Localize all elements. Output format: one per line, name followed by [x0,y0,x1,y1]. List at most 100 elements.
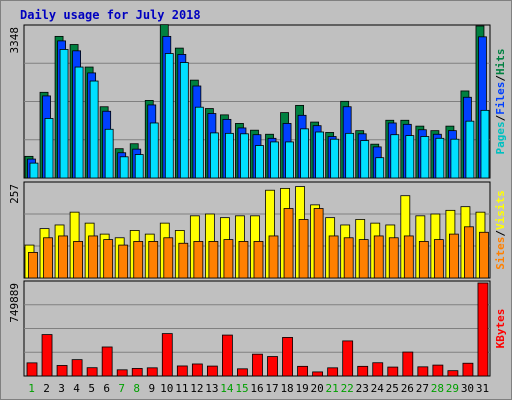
bar-pages-15 [240,133,249,179]
legend-entry: Files [494,82,507,115]
bar-kbytes-5 [86,367,98,377]
bar-pages-5 [89,80,99,179]
x-tick-label: 29 [446,382,459,395]
bar-kbytes-7 [116,369,128,377]
bar-kbytes-6 [101,346,113,377]
y-max-label: 749889 [8,283,21,323]
x-tick-label: 6 [103,382,110,395]
x-tick-label: 28 [431,382,444,395]
x-tick-label: 4 [73,382,80,395]
bar-pages-16 [255,145,264,179]
x-tick-label: 27 [416,382,429,395]
bar-sites-19 [298,219,309,279]
bar-kbytes-13 [206,365,218,377]
x-tick-label: 16 [250,382,263,395]
bar-pages-18 [285,141,294,179]
bar-sites-31 [479,231,489,279]
bar-sites-26 [403,235,414,279]
bar-kbytes-23 [357,365,369,377]
bar-pages-17 [270,141,279,179]
bar-sites-11 [178,242,189,279]
bar-pages-26 [405,135,415,179]
x-tick-label: 14 [220,382,234,395]
bar-kbytes-25 [387,366,399,377]
bar-sites-12 [193,241,204,279]
bar-kbytes-24 [372,362,384,377]
bar-sites-21 [328,235,339,279]
bar-pages-25 [390,134,400,179]
y-max-label: 3348 [8,27,21,54]
bar-kbytes-27 [417,366,429,377]
bar-kbytes-12 [191,363,203,377]
bar-pages-13 [209,132,219,179]
bar-kbytes-28 [432,364,444,377]
bar-kbytes-14 [222,334,233,377]
x-tick-label: 10 [160,382,173,395]
bar-kbytes-21 [327,367,339,377]
legend-entry: Hits [494,49,507,76]
bar-sites-10 [163,237,174,279]
bar-kbytes-31 [477,282,489,377]
bar-sites-25 [388,237,399,279]
bar-kbytes-16 [252,353,263,377]
bar-sites-4 [73,241,83,279]
bar-kbytes-1 [26,362,38,377]
series-sites [28,208,489,279]
legend-entry: KBytes [494,309,507,349]
bar-sites-24 [373,235,384,279]
x-tick-label: 22 [341,382,354,395]
bar-sites-18 [283,208,294,279]
series-kbytes [26,282,489,377]
x-tick-label: 3 [58,382,65,395]
bar-pages-31 [480,109,490,179]
x-tick-label: 2 [43,382,50,395]
legend-entry: / [494,230,507,237]
legend-hits-files-pages: Pages/Files/Hits [494,49,507,155]
y-max-label: 257 [8,184,21,204]
bar-pages-29 [450,138,460,179]
bar-sites-8 [133,241,144,279]
x-axis: 1 2 3 4 5 6 7 8 9 10 11 12 13 14 15 16 17 18 19 20 21 22 23 24 2… [28,382,489,395]
bar-pages-23 [360,140,370,179]
x-tick-label: 30 [461,382,474,395]
legend-entry: Pages [494,121,507,154]
bar-pages-7 [119,156,129,179]
bar-kbytes-30 [462,362,474,377]
x-tick-label: 7 [118,382,125,395]
bar-kbytes-4 [71,359,83,377]
legend-kbytes: KBytes [494,309,507,349]
x-tick-label: 19 [295,382,308,395]
bar-pages-4 [74,66,84,179]
x-tick-label: 1 [28,382,35,395]
x-tick-label: 17 [265,382,278,395]
x-tick-label: 5 [88,382,95,395]
bar-sites-13 [208,241,219,279]
bar-kbytes-10 [161,333,173,377]
series-pages [29,49,490,179]
bar-pages-19 [300,128,309,179]
bar-kbytes-17 [267,356,278,377]
bar-kbytes-18 [282,337,293,377]
bar-pages-20 [315,131,325,179]
bar-sites-22 [343,237,354,279]
panel-visits-sites: 257 Sites/Visits [8,181,507,279]
bar-sites-28 [433,239,444,279]
bar-pages-1 [29,162,39,179]
bar-kbytes-8 [131,368,143,377]
x-tick-label: 23 [356,382,369,395]
bar-pages-21 [330,138,340,179]
bar-kbytes-22 [342,340,354,377]
bar-kbytes-19 [297,365,308,377]
bar-kbytes-11 [176,365,188,377]
bar-kbytes-2 [41,334,53,377]
bar-sites-9 [148,241,159,279]
bar-pages-3 [59,49,69,179]
x-tick-label: 9 [148,382,155,395]
x-tick-label: 11 [175,382,188,395]
bar-sites-5 [88,235,99,279]
bar-pages-27 [420,136,430,179]
x-tick-label: 20 [311,382,324,395]
bar-pages-10 [164,53,174,179]
bar-kbytes-29 [447,370,459,377]
